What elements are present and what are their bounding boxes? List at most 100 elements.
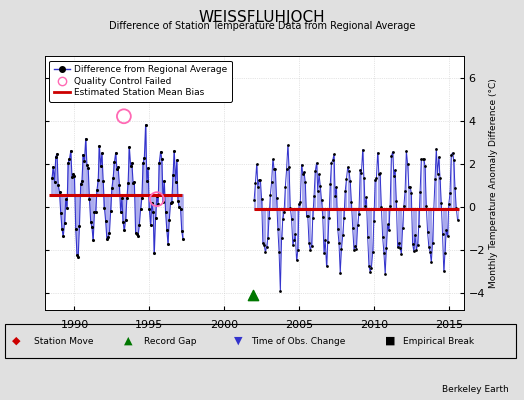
Point xyxy=(128,160,136,166)
Point xyxy=(361,203,369,209)
Point xyxy=(400,203,408,209)
Point xyxy=(398,224,407,231)
Point xyxy=(145,206,154,212)
Point xyxy=(134,233,143,239)
Text: ■: ■ xyxy=(385,336,396,346)
Point xyxy=(166,200,174,206)
Point xyxy=(261,249,269,256)
Point xyxy=(266,192,275,198)
Point xyxy=(271,166,279,172)
Point xyxy=(104,234,112,240)
Point xyxy=(381,270,389,277)
Point xyxy=(311,168,320,174)
Point xyxy=(426,248,434,255)
Point xyxy=(89,237,97,244)
Point xyxy=(148,200,156,207)
Point xyxy=(421,163,429,169)
Point xyxy=(274,225,282,232)
Point xyxy=(115,182,124,188)
Point xyxy=(57,210,65,217)
Point xyxy=(169,172,177,178)
Point xyxy=(84,165,92,171)
Point xyxy=(116,209,125,216)
Point xyxy=(396,244,405,251)
Point xyxy=(56,189,64,195)
Point xyxy=(302,212,311,219)
Point xyxy=(293,247,302,254)
Point xyxy=(436,174,444,181)
Point xyxy=(360,175,368,182)
Point xyxy=(352,246,361,252)
Point xyxy=(372,175,380,182)
Point xyxy=(63,205,71,211)
Point xyxy=(164,241,172,247)
Point xyxy=(59,233,68,240)
Point xyxy=(67,148,75,154)
Point xyxy=(313,188,322,194)
Point xyxy=(395,240,403,246)
Point xyxy=(133,230,141,237)
Point xyxy=(385,227,393,234)
Point xyxy=(260,242,268,248)
Point xyxy=(120,227,128,234)
Point xyxy=(174,198,182,204)
Point xyxy=(375,171,383,177)
Point xyxy=(351,243,359,249)
Point xyxy=(119,113,128,120)
Point xyxy=(295,200,303,207)
Point xyxy=(48,175,56,182)
Point xyxy=(285,164,293,170)
Point xyxy=(143,178,151,185)
Point xyxy=(325,215,333,221)
Point xyxy=(70,173,79,180)
Point xyxy=(270,166,278,172)
Point xyxy=(69,171,78,178)
Point xyxy=(446,190,454,196)
Point xyxy=(272,195,281,201)
Point xyxy=(171,179,180,185)
Point xyxy=(370,218,378,224)
Point xyxy=(73,251,81,258)
Point xyxy=(357,170,366,176)
Point xyxy=(335,240,343,246)
Point xyxy=(102,218,110,224)
Point xyxy=(348,224,357,231)
Point xyxy=(177,206,185,212)
Point xyxy=(331,193,340,200)
Point xyxy=(86,219,95,225)
Text: 1995: 1995 xyxy=(135,320,163,330)
Point xyxy=(103,236,111,243)
Point xyxy=(123,195,131,202)
Point xyxy=(430,206,438,212)
Point xyxy=(150,250,159,256)
Point xyxy=(412,247,421,253)
Point xyxy=(299,171,307,177)
Y-axis label: Monthly Temperature Anomaly Difference (°C): Monthly Temperature Anomaly Difference (… xyxy=(489,78,498,288)
Point xyxy=(135,222,144,228)
Point xyxy=(340,215,348,222)
Point xyxy=(310,193,318,200)
Point xyxy=(129,180,137,186)
Point xyxy=(78,178,86,184)
Point xyxy=(119,219,127,226)
Point xyxy=(356,167,364,173)
Point xyxy=(339,232,347,238)
Point xyxy=(144,165,152,171)
Text: Station Move: Station Move xyxy=(34,336,94,346)
Point xyxy=(306,247,314,254)
Point xyxy=(423,228,432,235)
Point xyxy=(151,214,160,221)
Point xyxy=(428,240,436,246)
Point xyxy=(75,222,84,229)
Point xyxy=(162,227,171,233)
Point xyxy=(64,160,72,166)
Point xyxy=(380,250,388,256)
Point xyxy=(160,178,169,184)
Point xyxy=(427,259,435,266)
Point xyxy=(451,184,459,191)
Point xyxy=(410,248,418,255)
Point xyxy=(297,162,305,168)
Text: 2015: 2015 xyxy=(435,320,463,330)
Point xyxy=(156,148,165,155)
Point xyxy=(54,182,62,189)
